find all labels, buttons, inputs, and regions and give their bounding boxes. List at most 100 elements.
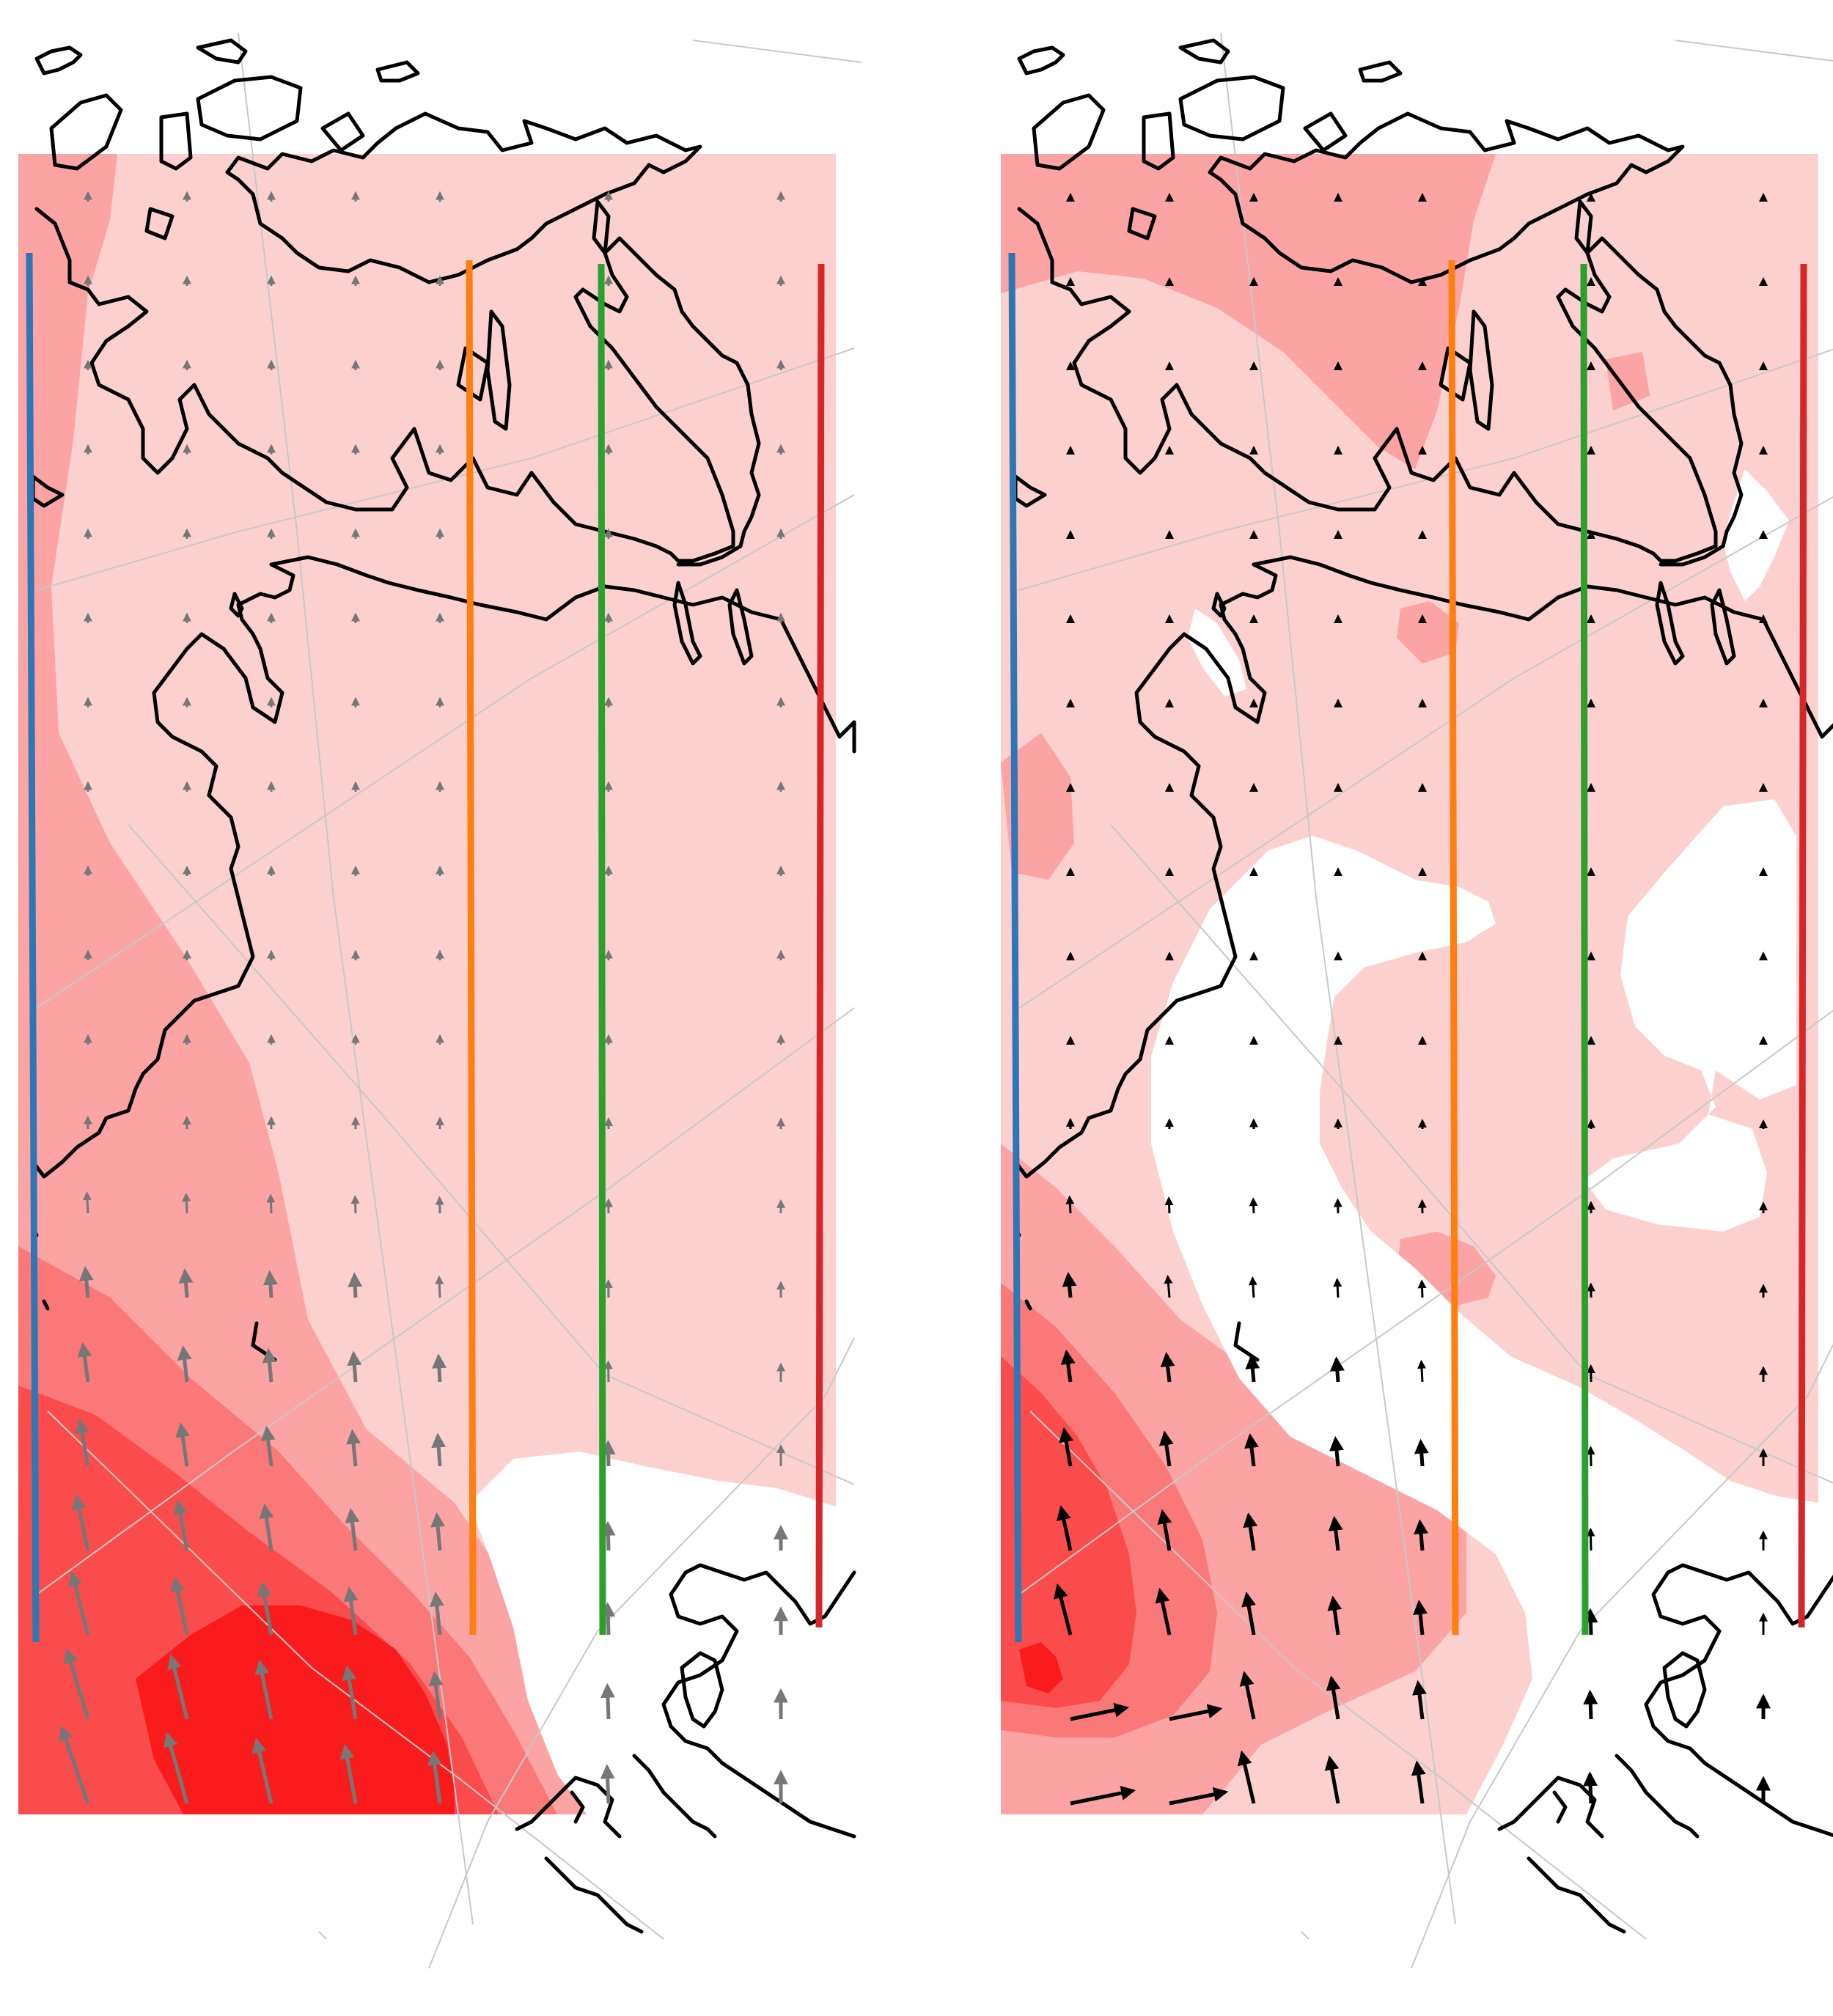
wind-vectors-right xyxy=(1054,192,1771,1806)
map-panel-left xyxy=(18,32,862,1969)
wind-vector-arrow xyxy=(1169,1704,1223,1721)
wind-vector-arrow xyxy=(427,1750,442,1804)
wind-vector-arrow xyxy=(600,1602,616,1636)
wind-vector-arrow xyxy=(1155,1587,1172,1636)
wind-vector-arrow xyxy=(1411,1760,1426,1804)
wind-vector-arrow xyxy=(260,1425,276,1467)
section-line-green xyxy=(598,263,606,1636)
wind-vector-arrow xyxy=(600,1520,616,1551)
wind-vector-arrow xyxy=(343,1586,359,1636)
wind-vector-arrow xyxy=(600,1682,615,1720)
wind-vector-arrow xyxy=(1583,1771,1598,1804)
wind-vector-arrow xyxy=(164,1732,189,1804)
wind-vector-arrow xyxy=(1245,1354,1260,1383)
wind-vector-arrow xyxy=(1412,1680,1427,1720)
wind-vector-arrow xyxy=(1414,1438,1429,1467)
wind-vector-arrow xyxy=(1586,1446,1595,1467)
section-line-blue xyxy=(26,252,40,1643)
section-line-orange xyxy=(466,260,477,1636)
wind-vector-arrow xyxy=(1248,1276,1257,1298)
wind-vector-arrow xyxy=(1059,1427,1074,1467)
wind-vector-arrow xyxy=(262,1270,278,1298)
section-lines-left xyxy=(26,252,825,1643)
wind-vector-arrow xyxy=(1057,1505,1073,1551)
wind-vector-arrow xyxy=(254,1659,273,1720)
wind-vector-arrow xyxy=(1333,1278,1342,1298)
wind-vector-arrow xyxy=(428,1671,444,1720)
wind-vector-arrow xyxy=(1169,1787,1229,1806)
wind-vector-arrow xyxy=(1244,1433,1259,1467)
anomaly-field-left xyxy=(18,154,836,1814)
wind-vectors-left xyxy=(59,191,788,1804)
wind-vector-arrow xyxy=(347,1350,362,1383)
wind-vector-arrow xyxy=(177,1345,192,1383)
wind-vector-arrow xyxy=(1241,1592,1256,1636)
wind-vector-arrow xyxy=(430,1512,446,1551)
wind-vector-arrow xyxy=(342,1665,358,1720)
wind-vector-arrow xyxy=(1070,1702,1130,1721)
section-lines-right xyxy=(1008,252,1807,1643)
wind-vector-arrow xyxy=(1062,1271,1077,1298)
section-line-orange xyxy=(1448,260,1459,1636)
wind-vector-arrow xyxy=(1583,1608,1598,1636)
wind-vector-arrow xyxy=(259,1504,274,1551)
wind-vector-arrow xyxy=(1239,1671,1256,1720)
wind-vector-arrow xyxy=(600,1440,616,1467)
section-line-blue xyxy=(1008,252,1022,1643)
wind-vector-arrow xyxy=(1329,1356,1345,1383)
wind-vector-arrow xyxy=(1327,1595,1342,1636)
wind-vector-arrow xyxy=(63,1648,90,1720)
wind-vector-arrow xyxy=(1417,1359,1427,1383)
wind-vector-arrow xyxy=(78,1266,94,1298)
wind-vector-arrow xyxy=(430,1592,444,1636)
wind-vector-arrow xyxy=(1164,1274,1173,1298)
wind-vector-arrow xyxy=(251,1737,273,1804)
wind-vector-arrow xyxy=(1583,1689,1598,1720)
wind-vector-arrow xyxy=(339,1743,358,1804)
wind-vector-arrow xyxy=(1157,1509,1172,1551)
wind-vector-arrow xyxy=(350,1194,360,1214)
section-line-green xyxy=(1580,263,1589,1636)
wind-vector-arrow xyxy=(431,1432,447,1467)
wind-vector-arrow xyxy=(67,1571,90,1636)
wind-vector-arrow xyxy=(1070,1786,1136,1806)
wind-vector-arrow xyxy=(1060,1349,1076,1383)
wind-vector-arrow xyxy=(1414,1519,1429,1551)
wind-vector-arrow xyxy=(1586,1527,1595,1551)
wind-vector-arrow xyxy=(431,1353,447,1383)
wind-vector-arrow xyxy=(1054,1583,1073,1636)
wind-vector-arrow xyxy=(435,1275,444,1298)
wind-vector-arrow xyxy=(175,1422,191,1467)
wind-vector-arrow xyxy=(600,1764,615,1804)
wind-vector-arrow xyxy=(1328,1515,1343,1551)
wind-vector-arrow xyxy=(59,1725,90,1804)
wind-vector-arrow xyxy=(182,1192,191,1214)
wind-vector-arrow xyxy=(77,1342,92,1383)
wind-vector-arrow xyxy=(257,1581,273,1636)
wind-vector-arrow xyxy=(346,1429,361,1467)
wind-vector-arrow xyxy=(173,1499,189,1551)
wind-vector-arrow xyxy=(1237,1750,1256,1804)
wind-vector-arrow xyxy=(170,1576,189,1636)
wind-vector-arrow xyxy=(178,1268,194,1298)
wind-vector-arrow xyxy=(1243,1512,1258,1551)
wind-vector-arrow xyxy=(1329,1435,1344,1467)
wind-vector-arrow xyxy=(1249,1197,1258,1214)
wind-vector-arrow xyxy=(435,1196,444,1214)
wind-vector-arrow xyxy=(71,1494,90,1551)
wind-vector-arrow xyxy=(345,1507,360,1551)
wind-vector-arrow xyxy=(348,1272,363,1298)
wind-vector-arrow xyxy=(1324,1755,1340,1804)
wind-vector-arrow xyxy=(1326,1675,1341,1720)
section-line-red xyxy=(1798,263,1807,1628)
wind-vector-arrow xyxy=(1160,1352,1175,1383)
wind-vector-arrow xyxy=(1413,1600,1428,1636)
wind-vector-arrow xyxy=(83,1191,92,1214)
wind-vector-arrow xyxy=(167,1654,189,1720)
wind-vector-arrow xyxy=(262,1347,277,1383)
section-line-red xyxy=(815,263,825,1628)
wind-vector-arrow xyxy=(1158,1430,1174,1467)
map-panel-right xyxy=(1001,32,1833,1969)
anomaly-field-right xyxy=(1001,154,1818,1814)
